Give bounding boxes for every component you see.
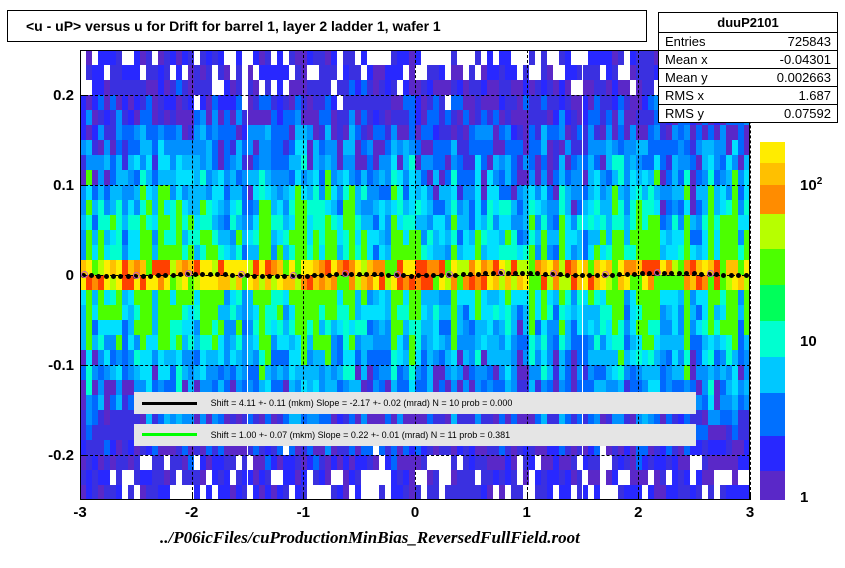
- y-tick-label: 0.2: [24, 85, 80, 105]
- z-colorbar: [760, 142, 785, 500]
- stats-value: -0.04301: [780, 52, 831, 67]
- y-tick-label: 0.1: [24, 175, 80, 195]
- stats-row: Entries 725843: [659, 33, 837, 51]
- stats-value: 0.07592: [784, 106, 831, 121]
- stats-value: 725843: [788, 34, 831, 49]
- y-tick-label: 0: [24, 265, 80, 285]
- stats-row: RMS x 1.687: [659, 87, 837, 105]
- stats-rows: Entries 725843 Mean x -0.04301 Mean y 0.00266…: [659, 33, 837, 122]
- stats-row: Mean y 0.002663: [659, 69, 837, 87]
- y-tick-label: -0.2: [24, 445, 80, 465]
- x-tick-label: 0: [385, 500, 445, 521]
- fit-swatch: [142, 402, 197, 405]
- stats-label: Entries: [665, 34, 705, 49]
- x-tick-label: 2: [608, 500, 668, 521]
- stats-box: duuP2101 Entries725843Mean x-0.04301Mean…: [658, 12, 838, 123]
- file-path-footer: ../P06icFiles/cuProductionMinBias_Revers…: [160, 528, 580, 548]
- stats-label: Mean x: [665, 52, 708, 67]
- stats-value: 0.002663: [777, 70, 831, 85]
- plot-area: -3-2-10123 -0.2-0.100.10.2 Shift = 4.11 …: [80, 50, 750, 500]
- x-tick-label: 3: [720, 500, 780, 521]
- plot-title: <u - uP> versus u for Drift for barrel 1…: [26, 18, 441, 34]
- stats-name: duuP2101: [659, 13, 837, 33]
- stats-label: RMS x: [665, 88, 704, 103]
- profile-markers: [80, 275, 750, 279]
- stats-label: Mean y: [665, 70, 708, 85]
- x-tick-label: -1: [273, 500, 333, 521]
- y-tick-label: -0.1: [24, 355, 80, 375]
- fit-text: Shift = 4.11 +- 0.11 (mkm) Slope = -2.17…: [211, 398, 513, 408]
- stats-row: RMS y 0.07592: [659, 105, 837, 122]
- colorbar-tick-label: 10: [800, 333, 817, 350]
- plot-title-box: <u - uP> versus u for Drift for barrel 1…: [7, 10, 647, 42]
- x-tick-label: 1: [497, 500, 557, 521]
- fit-swatch: [142, 433, 197, 436]
- stats-value: 1.687: [798, 88, 831, 103]
- x-tick-label: -2: [162, 500, 222, 521]
- root-plot-page: { "title": "<u - uP> versus u for Drift …: [0, 0, 845, 568]
- x-tick-label: -3: [50, 500, 110, 521]
- stats-label: RMS y: [665, 106, 704, 121]
- colorbar-tick-label: 1: [800, 489, 808, 506]
- colorbar-tick-label: 102: [800, 176, 822, 194]
- fit-text: Shift = 1.00 +- 0.07 (mkm) Slope = 0.22 …: [211, 430, 511, 440]
- fit-legend-row: Shift = 4.11 +- 0.11 (mkm) Slope = -2.17…: [134, 392, 697, 414]
- stats-row: Mean x -0.04301: [659, 51, 837, 69]
- fit-legend-row: Shift = 1.00 +- 0.07 (mkm) Slope = 0.22 …: [134, 424, 697, 446]
